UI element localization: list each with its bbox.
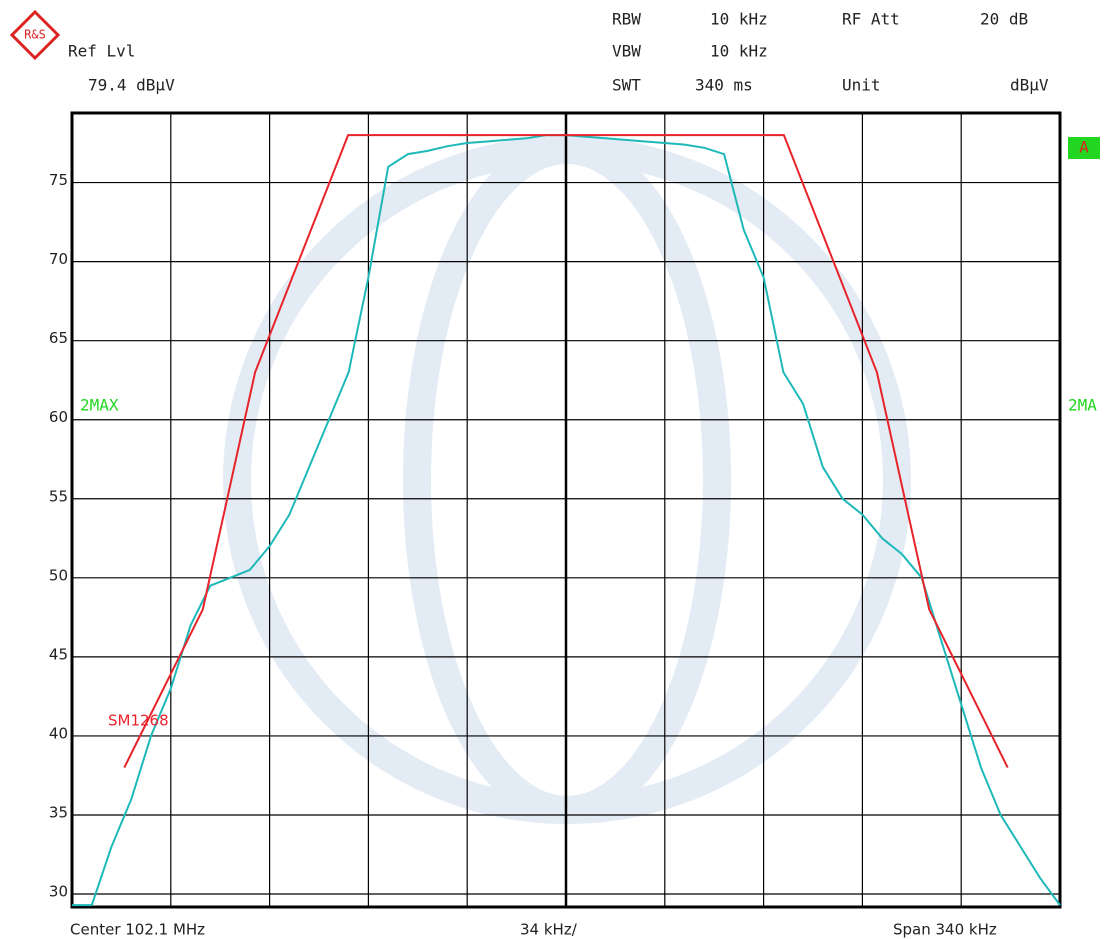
legend-label: 2MAX [80, 396, 119, 415]
y-tick-label: 40 [49, 724, 68, 742]
y-tick-label: 70 [49, 250, 68, 268]
analyzer-screen: R&S Ref Lvl 79.4 dBμV RBW 10 kHz RF Att … [0, 0, 1111, 939]
y-tick-label: 35 [49, 803, 68, 821]
ref-value: 79.4 dBμV [88, 76, 175, 95]
swt-value: 340 ms [695, 76, 753, 95]
y-tick-label: 55 [49, 487, 68, 505]
y-tick-label: 45 [49, 645, 68, 663]
vbw-label: VBW [612, 42, 641, 61]
unit-value: dBμV [1010, 76, 1049, 95]
vbw-value: 10 kHz [710, 42, 768, 61]
y-tick-label: 60 [49, 408, 68, 426]
ref-label: Ref Lvl [68, 42, 135, 61]
rfatt-label: RF Att [842, 10, 900, 29]
div-freq: 34 kHz/ [520, 921, 578, 939]
y-tick-label: 65 [49, 329, 68, 347]
legend-label: SM1268 [108, 712, 169, 730]
y-tick-label: 30 [49, 883, 68, 901]
unit-label: Unit [842, 76, 881, 95]
span-freq: Span 340 kHz [893, 921, 997, 939]
center-freq: Center 102.1 MHz [70, 921, 205, 939]
y-tick-label: 50 [49, 566, 68, 584]
y-tick-label: 75 [49, 171, 68, 189]
trace-flag: A [1079, 138, 1089, 157]
rbw-label: RBW [612, 10, 641, 29]
logo: R&S [12, 12, 58, 58]
rfatt-value: 20 dB [980, 10, 1028, 29]
rbw-value: 10 kHz [710, 10, 768, 29]
svg-text:R&S: R&S [24, 28, 46, 42]
right-trace-label: 2MA [1068, 396, 1097, 415]
swt-label: SWT [612, 76, 641, 95]
